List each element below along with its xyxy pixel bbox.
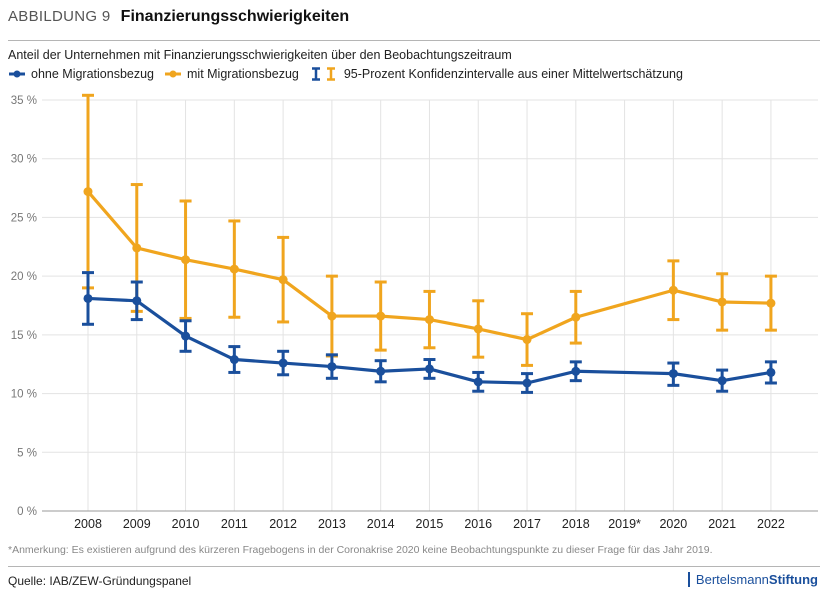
x-tick-label: 2013 bbox=[318, 517, 346, 531]
x-tick-label: 2020 bbox=[659, 517, 687, 531]
series-mit-migrationsbezug bbox=[82, 93, 777, 367]
data-point bbox=[132, 243, 142, 253]
data-point bbox=[717, 297, 727, 307]
series-line bbox=[87, 296, 772, 385]
data-point bbox=[229, 355, 239, 365]
legend-item-mit: mit Migrationsbezug bbox=[164, 67, 299, 81]
line-chart: 0 %5 %10 %15 %20 %25 %30 %35 % 2008 2009 2… bbox=[11, 93, 818, 531]
data-point bbox=[571, 366, 581, 376]
brand-name-part2: Stiftung bbox=[768, 572, 818, 587]
y-tick-label: 20 % bbox=[11, 271, 37, 283]
data-point bbox=[229, 264, 239, 274]
legend-item-ci: 95-Prozent Konfidenzintervalle aus einer… bbox=[309, 67, 683, 81]
data-point bbox=[278, 275, 288, 285]
data-point bbox=[717, 376, 727, 386]
data-point bbox=[668, 285, 678, 295]
legend-item-ohne: ohne Migrationsbezug bbox=[8, 67, 154, 81]
brand-logo: BertelsmannStiftung bbox=[687, 572, 818, 587]
data-point bbox=[327, 311, 337, 321]
x-tick-label: 2019* bbox=[608, 517, 641, 531]
data-point bbox=[278, 358, 288, 368]
data-point bbox=[473, 377, 483, 387]
y-tick-label: 5 % bbox=[17, 447, 37, 459]
x-tick-label: 2016 bbox=[464, 517, 492, 531]
y-axis: 0 % 5 % 10 % 15 % 20 % 25 % 30 % 35 % bbox=[11, 95, 37, 518]
y-tick-label: 0 % bbox=[17, 506, 37, 518]
legend-label-mit: mit Migrationsbezug bbox=[187, 67, 299, 81]
x-tick-label: 2022 bbox=[757, 517, 785, 531]
footnote: *Anmerkung: Es existieren aufgrund des k… bbox=[8, 544, 713, 556]
data-point bbox=[766, 298, 776, 308]
legend-marker-errorbars bbox=[311, 67, 335, 81]
data-point bbox=[376, 311, 386, 321]
x-tick-label: 2018 bbox=[562, 517, 590, 531]
bottom-divider bbox=[8, 566, 820, 567]
data-point bbox=[668, 369, 678, 379]
x-tick-label: 2008 bbox=[74, 517, 102, 531]
data-point bbox=[181, 255, 191, 265]
legend-marker-blue-line bbox=[9, 70, 25, 78]
x-tick-label: 2011 bbox=[221, 517, 248, 531]
source-label: Quelle: IAB/ZEW-Gründungspanel bbox=[8, 574, 192, 588]
figure-number: ABBILDUNG 9 bbox=[8, 8, 111, 25]
top-divider bbox=[8, 40, 820, 41]
data-point bbox=[83, 187, 93, 197]
figure-title: Finanzierungsschwierigkeiten bbox=[120, 8, 350, 25]
data-point bbox=[424, 364, 434, 374]
figure-header: ABBILDUNG 9 Finanzierungsschwierigkeiten bbox=[8, 8, 349, 26]
chart-subtitle: Anteil der Unternehmen mit Finanzierungs… bbox=[8, 48, 512, 62]
series-layer bbox=[82, 93, 777, 394]
x-axis: 2008 2009 2010 2011 2012 2013 2014 2015 2016 2017… bbox=[74, 517, 785, 531]
series-ohne-migrationsbezug bbox=[82, 271, 777, 394]
brand-name-part1: Bertelsmann bbox=[695, 572, 769, 587]
x-tick-label: 2010 bbox=[172, 517, 200, 531]
data-point bbox=[376, 366, 386, 376]
y-tick-label: 35 % bbox=[11, 95, 37, 107]
y-tick-label: 10 % bbox=[11, 389, 37, 401]
data-point bbox=[473, 324, 483, 334]
data-point bbox=[132, 296, 142, 306]
series-line bbox=[86, 190, 771, 342]
data-point bbox=[522, 378, 532, 388]
x-tick-label: 2021 bbox=[708, 517, 736, 531]
x-tick-label: 2014 bbox=[367, 517, 395, 531]
x-tick-label: 2009 bbox=[123, 517, 151, 531]
data-point bbox=[522, 335, 532, 345]
data-point bbox=[327, 362, 337, 372]
data-point bbox=[181, 331, 191, 341]
data-point bbox=[766, 367, 776, 377]
y-tick-label: 30 % bbox=[11, 154, 37, 166]
x-tick-label: 2015 bbox=[416, 517, 444, 531]
legend-marker-orange-line bbox=[165, 70, 181, 78]
chart-legend: ohne Migrationsbezug mit Migrationsbezug… bbox=[8, 67, 693, 81]
data-point bbox=[83, 293, 93, 303]
data-point bbox=[571, 312, 581, 322]
legend-label-ci: 95-Prozent Konfidenzintervalle aus einer… bbox=[343, 67, 683, 81]
y-tick-label: 25 % bbox=[11, 212, 37, 224]
legend-label-ohne: ohne Migrationsbezug bbox=[31, 67, 154, 81]
y-tick-label: 15 % bbox=[11, 330, 37, 342]
data-point bbox=[424, 315, 434, 325]
x-tick-label: 2012 bbox=[269, 517, 297, 531]
x-tick-label: 2017 bbox=[513, 517, 541, 531]
